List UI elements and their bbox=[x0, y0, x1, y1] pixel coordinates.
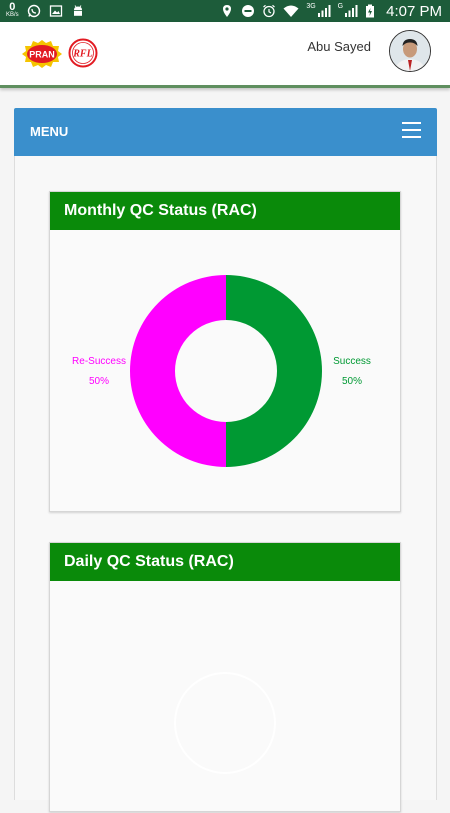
network-g-label: G bbox=[337, 2, 344, 10]
menu-label: MENU bbox=[30, 124, 69, 139]
status-bar: 0 KB/s bbox=[0, 0, 450, 22]
chart-label-re-success-value: 50% bbox=[89, 376, 109, 387]
android-icon bbox=[73, 5, 82, 16]
daily-qc-card: Daily QC Status (RAC) bbox=[49, 542, 401, 812]
do-not-disturb-icon bbox=[242, 5, 255, 17]
rfl-logo: RFL bbox=[68, 38, 98, 68]
monthly-qc-title: Monthly QC Status (RAC) bbox=[50, 192, 400, 230]
signal-icon-sim2 bbox=[345, 5, 358, 17]
daily-qc-title: Daily QC Status (RAC) bbox=[50, 543, 400, 581]
data-rate-indicator: 0 KB/s bbox=[6, 1, 19, 19]
monthly-qc-card: Monthly QC Status (RAC) Success 50% Re-S… bbox=[49, 191, 401, 512]
app-header: PRAN RFL Abu Sayed bbox=[0, 22, 450, 88]
hamburger-menu-icon[interactable] bbox=[402, 122, 421, 138]
battery-charging-icon bbox=[366, 4, 375, 18]
gallery-icon bbox=[49, 5, 62, 17]
data-rate-unit: KB/s bbox=[6, 12, 19, 18]
location-icon bbox=[223, 5, 232, 17]
donut-slice-re-success bbox=[130, 275, 226, 467]
alarm-icon bbox=[263, 4, 276, 18]
monthly-qc-donut-chart: Success 50% Re-Success 50% bbox=[72, 275, 371, 467]
donut-slice-success bbox=[226, 275, 322, 467]
rfl-logo-text: RFL bbox=[72, 49, 92, 60]
chart-label-success-name: Success bbox=[333, 356, 371, 367]
user-name: Abu Sayed bbox=[307, 39, 371, 54]
network-3g-label: 3G bbox=[306, 2, 316, 10]
chart-label-re-success-name: Re-Success bbox=[72, 356, 126, 367]
signal-icon-sim1 bbox=[317, 5, 331, 17]
menu-bar: MENU bbox=[14, 108, 437, 156]
chart-label-success-value: 50% bbox=[342, 376, 362, 387]
pran-logo-text: PRAN bbox=[29, 50, 55, 60]
pran-logo: PRAN bbox=[22, 40, 62, 68]
clock-time: 4:07 PM bbox=[386, 2, 442, 20]
whatsapp-icon bbox=[27, 4, 40, 18]
data-rate-value: 0 bbox=[9, 1, 16, 13]
daily-qc-chart-placeholder bbox=[174, 672, 276, 774]
avatar[interactable] bbox=[389, 30, 431, 72]
user-photo-icon bbox=[390, 31, 430, 71]
wifi-icon bbox=[283, 5, 299, 17]
